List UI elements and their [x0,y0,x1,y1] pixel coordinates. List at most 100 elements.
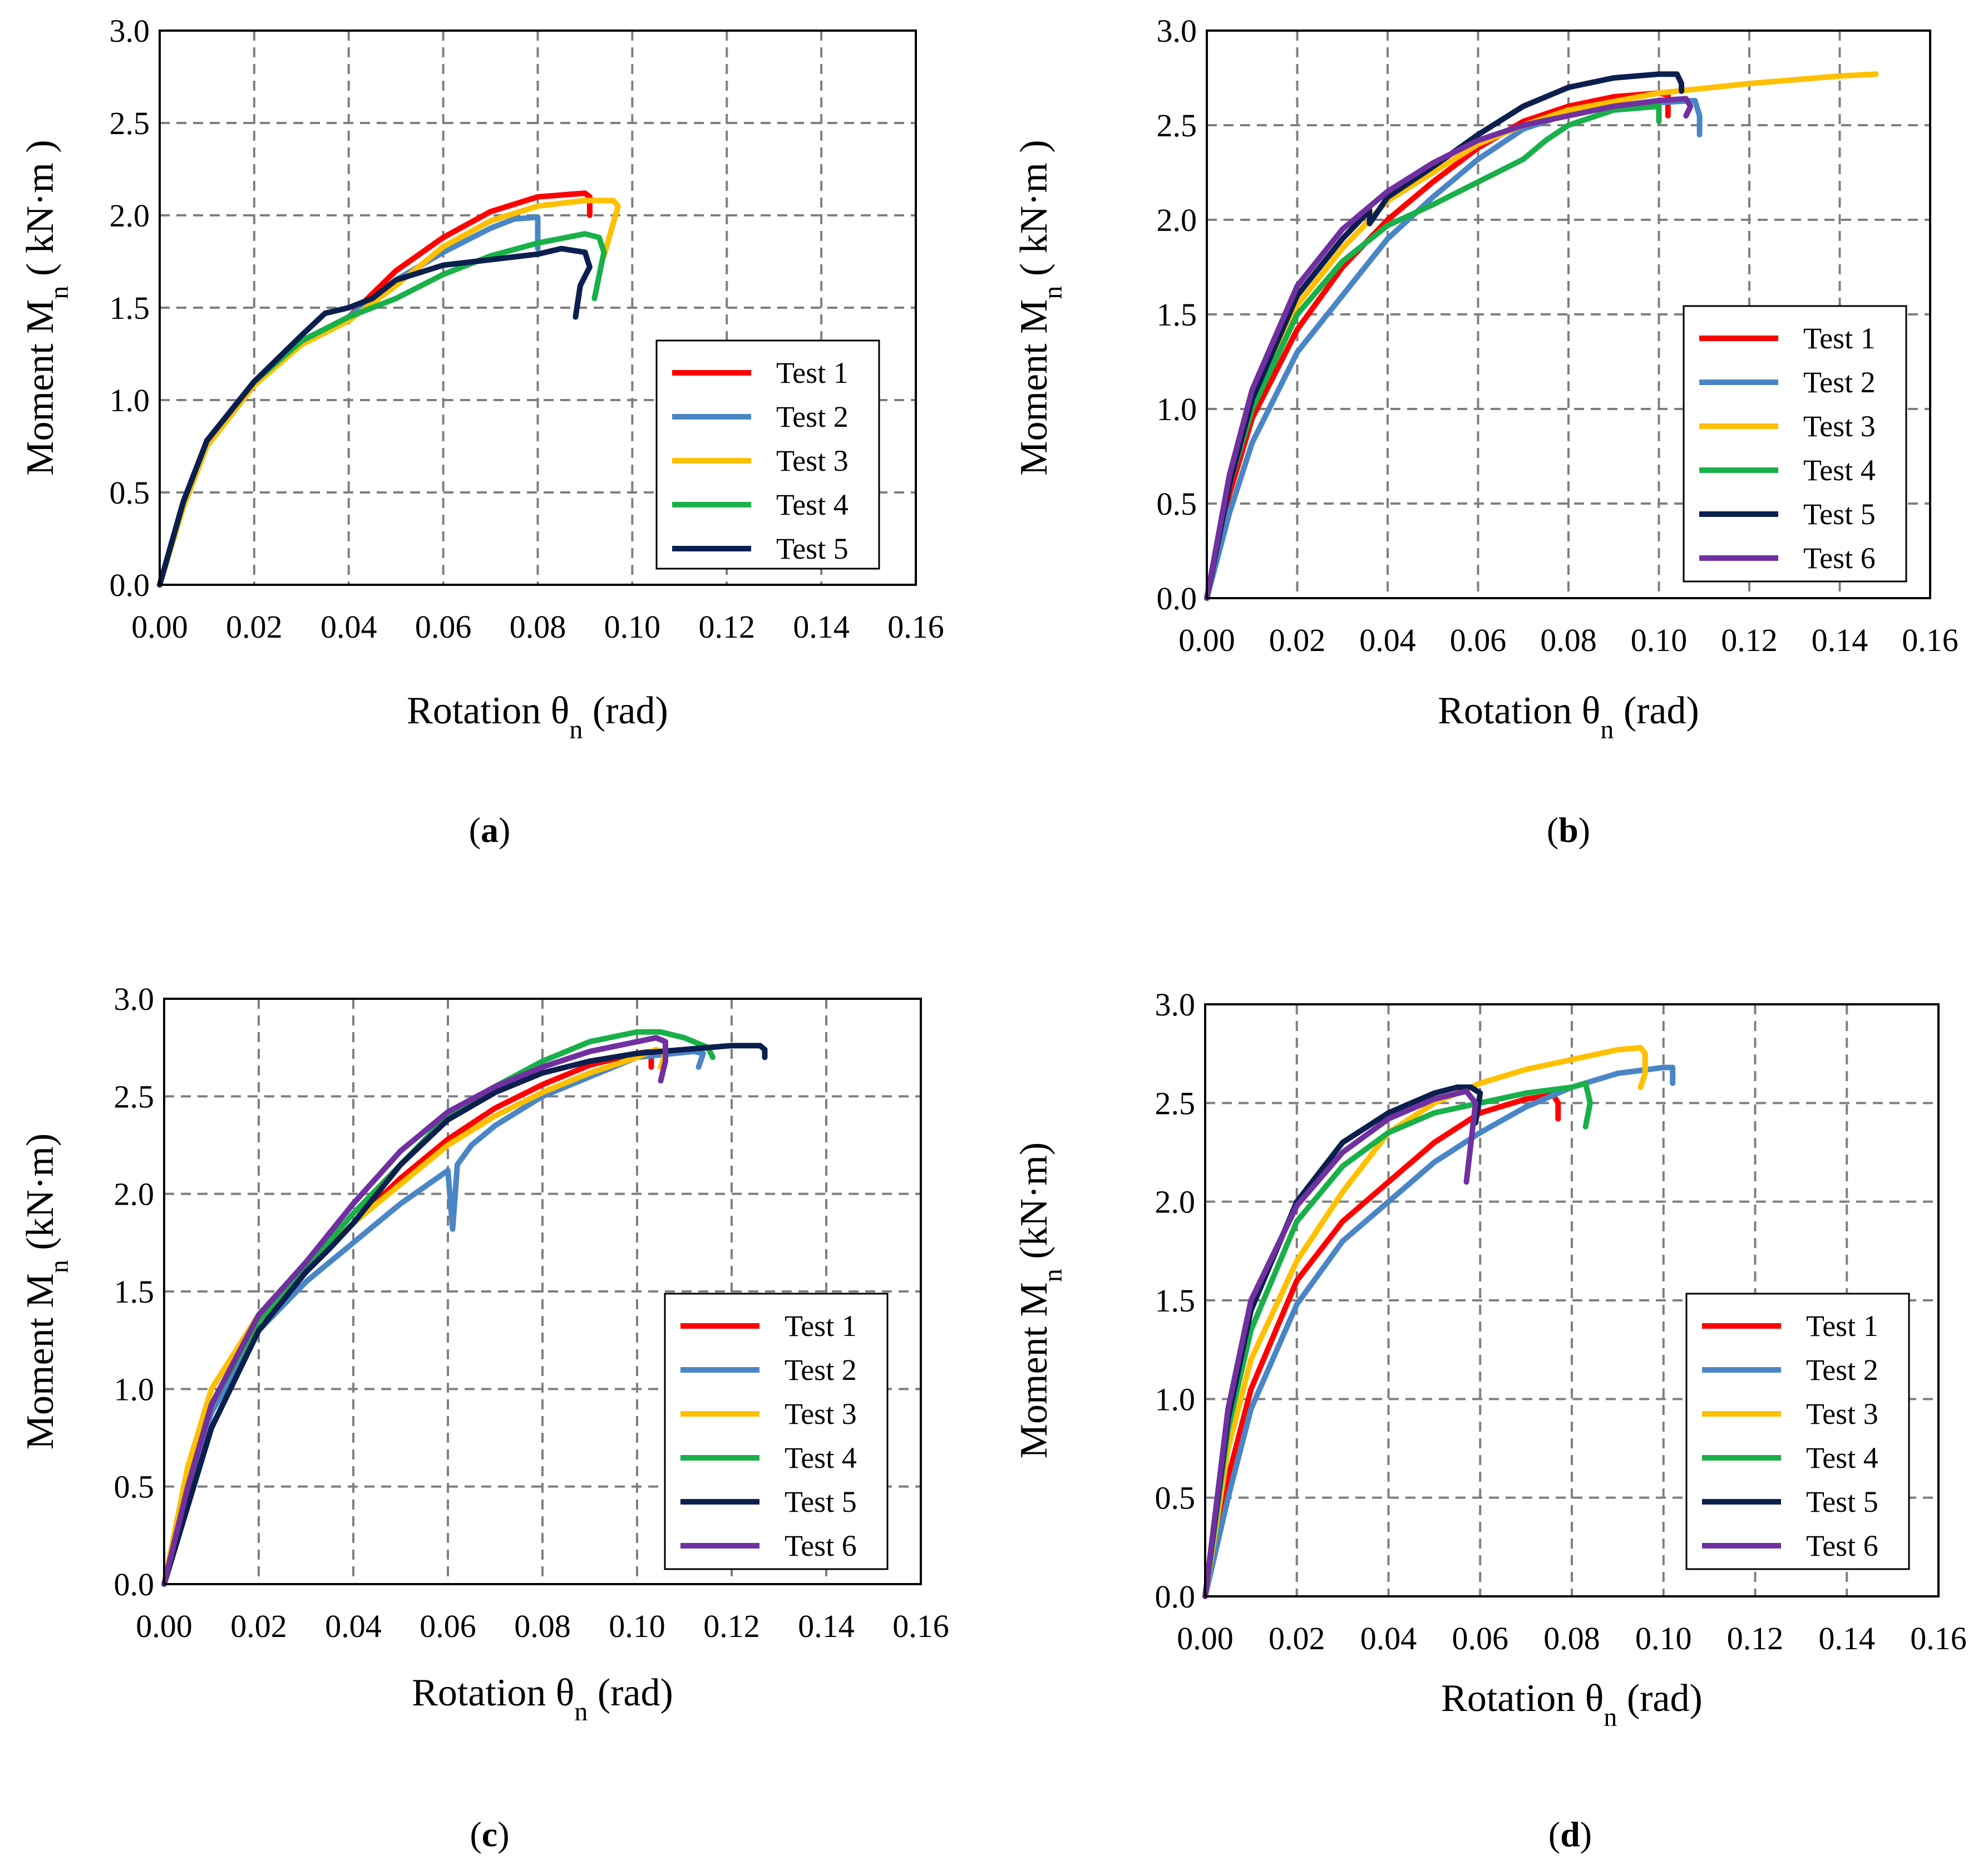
legend-label: Test 2 [776,400,849,433]
x-tick-label: 0.10 [609,1608,665,1644]
x-tick-label: 0.06 [415,609,472,645]
y-tick-label: 1.0 [110,382,150,418]
x-tick-label: 0.14 [1812,622,1868,658]
legend-label: Test 6 [785,1529,857,1562]
legend-label: Test 6 [1803,541,1876,575]
y-axis-label: Moment Mn ( kN·m ) [19,140,74,475]
x-axis-label: Rotation θn (rad) [1438,689,1699,744]
y-axis-label: Moment Mn (kN·m) [1013,1142,1068,1458]
x-tick-label: 0.14 [1819,1620,1876,1656]
legend-label: Test 3 [1806,1397,1878,1431]
y-tick-label: 3.0 [110,13,150,49]
legend-label: Test 1 [776,356,849,389]
series-line-test-1 [161,1048,654,1587]
chart-c-svg: 0.00 0.02 0.04 0.06 0.08 0.10 0.12 0.14 0.16 0.0 0… [19,981,949,1727]
series-line-test-4 [161,1029,716,1587]
x-tick-label: 0.00 [1178,622,1235,658]
x-tick-label: 0.08 [510,609,566,645]
chart-b-svg: 0.00 0.02 0.04 0.06 0.08 0.10 0.12 0.14 0.16 0.0 0… [1013,13,1959,744]
x-tick-label: 0.06 [1452,1620,1509,1656]
x-tick-label: 0.16 [892,1608,949,1644]
series-line-test-2 [1202,1064,1676,1599]
chart-panel-b: 0.00 0.02 0.04 0.06 0.08 0.10 0.12 0.14 0.16 0.0 0… [994,0,1987,932]
y-tick-label: 3.0 [1155,987,1196,1023]
chart-panel-c: 0.00 0.02 0.04 0.06 0.08 0.10 0.12 0.14 0.16 0.0 0… [0,932,994,1864]
series-line-test-5 [157,245,593,588]
legend-label: Test 4 [776,488,849,521]
legend-label: Test 5 [1806,1485,1878,1518]
x-tick-label: 0.08 [514,1608,571,1644]
caption-c: (c) [470,1814,510,1854]
y-tick-label: 0.0 [110,567,150,603]
y-tick-label: 1.0 [1155,1381,1196,1417]
series-line-test-1 [157,190,593,588]
x-tick-label: 0.16 [1902,622,1959,658]
y-axis-label: Moment Mn (kN·m) [19,1133,74,1449]
legend-label: Test 1 [1806,1309,1878,1343]
legend-label: Test 5 [785,1485,857,1518]
y-tick-label: 2.5 [1157,107,1197,144]
y-tick-label: 2.5 [110,105,150,141]
y-tick-label: 1.5 [1155,1283,1196,1319]
legend-label: Test 6 [1806,1529,1878,1562]
y-tick-label: 2.0 [114,1176,155,1212]
y-axis-label: Moment Mn ( kN·m ) [1013,140,1068,475]
legend-label: Test 3 [1803,410,1876,443]
legend-label: Test 2 [1803,366,1876,399]
series-line-test-6 [161,1035,668,1587]
x-tick-label: 0.16 [1910,1620,1967,1656]
series-line-test-5 [1204,71,1685,601]
x-tick-label: 0.10 [604,609,661,645]
y-tick-label: 0.0 [1157,580,1197,617]
x-tick-label: 0.10 [1635,1620,1692,1656]
x-tick-label: 0.04 [325,1608,382,1644]
legend-box [664,1293,889,1570]
chart-a-svg: 0.00 0.02 0.04 0.06 0.08 0.10 0.12 0.14 0.16 0.0 0… [19,13,944,744]
x-tick-label: 0.12 [1727,1620,1784,1656]
x-tick-label: 0.02 [1269,622,1326,658]
x-tick-label: 0.16 [887,609,944,645]
legend-box [655,339,880,570]
legend-label: Test 2 [785,1353,857,1387]
y-tick-label: 0.5 [1157,486,1197,522]
y-tick-label: 1.5 [1157,297,1197,333]
x-axis-label: Rotation θn (rad) [412,1671,673,1727]
series-line-test-3 [161,1047,668,1587]
x-tick-label: 0.04 [320,609,377,645]
caption-b: (b) [1546,810,1591,850]
y-tick-label: 2.0 [110,198,150,234]
x-tick-label: 0.04 [1360,1620,1417,1656]
legend-label: Test 4 [785,1441,857,1475]
chart-panel-d: 0.00 0.02 0.04 0.06 0.08 0.10 0.12 0.14 0.16 0.0 0… [994,932,1987,1864]
legend-label: Test 4 [1806,1441,1878,1475]
x-tick-label: 0.08 [1543,1620,1600,1656]
caption-d: (d) [1548,1814,1592,1854]
legend-label: Test 5 [1803,497,1876,531]
x-tick-label: 0.02 [230,1608,287,1644]
chart-panel-a: 0.00 0.02 0.04 0.06 0.08 0.10 0.12 0.14 0.16 0.0 0… [0,0,994,932]
x-tick-label: 0.06 [420,1608,476,1644]
x-tick-label: 0.02 [226,609,283,645]
series-line-test-6 [1204,96,1694,601]
x-tick-label: 0.04 [1359,622,1416,658]
y-tick-label: 2.5 [1155,1085,1196,1121]
x-tick-label: 0.08 [1540,622,1597,658]
x-tick-label: 0.14 [798,1608,855,1644]
y-tick-label: 2.5 [114,1078,155,1115]
x-tick-label: 0.12 [1721,622,1778,658]
series-line-test-4 [1204,103,1662,601]
series-line-test-4 [1202,1080,1593,1599]
y-tick-label: 3.0 [114,981,155,1017]
legend-label: Test 3 [785,1397,857,1431]
legend-box [1683,305,1907,583]
y-tick-label: 1.0 [1157,391,1197,427]
x-axis-label: Rotation θn (rad) [1441,1677,1703,1732]
x-tick-label: 0.10 [1631,622,1688,658]
y-tick-label: 0.0 [1155,1579,1196,1615]
caption-a: (a) [468,810,511,850]
legend-label: Test 5 [776,532,849,565]
legend-label: Test 4 [1803,453,1876,487]
x-tick-label: 0.12 [699,609,756,645]
series-line-test-6 [1202,1088,1478,1599]
x-tick-label: 0.02 [1269,1620,1325,1656]
